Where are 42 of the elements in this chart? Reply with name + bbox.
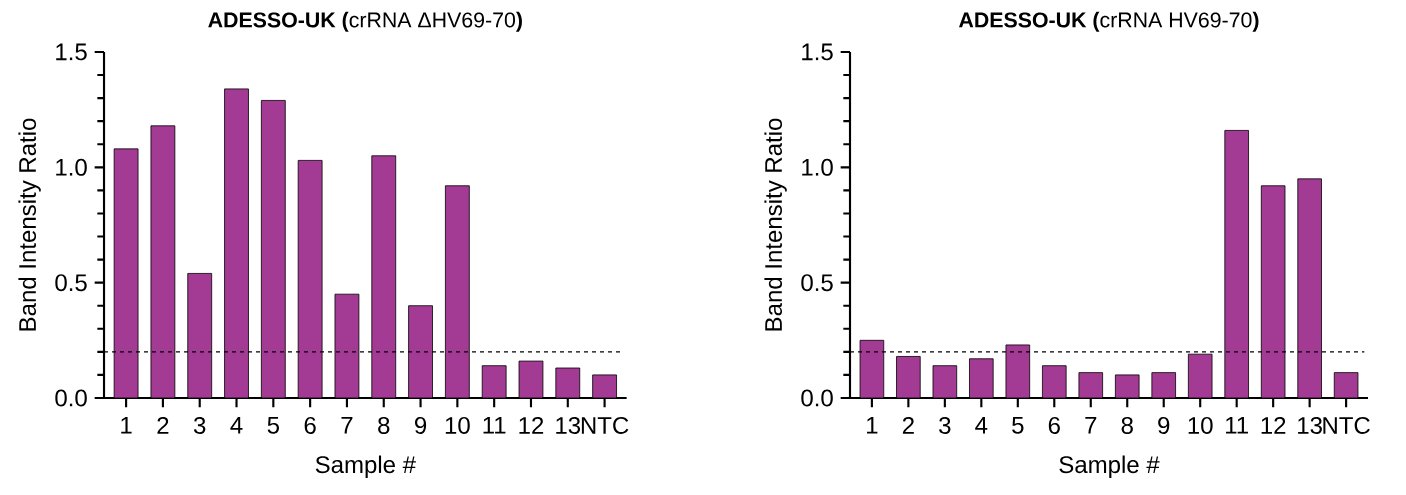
x-tick-label: 6 bbox=[1048, 416, 1060, 434]
x-tick-label: 4 bbox=[230, 416, 243, 434]
x-tick-label: 2 bbox=[157, 416, 169, 434]
x-tick-label: 2 bbox=[902, 416, 914, 434]
y-tick-label: 1.5 bbox=[56, 43, 87, 61]
x-tick-label: 1 bbox=[867, 416, 878, 434]
y-axis-title: Band Intensity Ratio bbox=[18, 118, 41, 331]
x-tick-label: 7 bbox=[341, 416, 353, 434]
chart-title: ADESSO-UK (crRNA ΔHV69-70) bbox=[208, 11, 522, 32]
x-tick-label: 13 bbox=[556, 416, 581, 434]
x-tick-label: 5 bbox=[1012, 416, 1024, 434]
y-tick-label: 1.0 bbox=[802, 158, 833, 176]
x-tick-label: 11 bbox=[483, 416, 506, 434]
x-tick-label: 10 bbox=[1188, 416, 1213, 434]
y-tick-label: 0.0 bbox=[801, 389, 833, 407]
x-tick-label: 3 bbox=[193, 416, 206, 434]
x-tick-label: 7 bbox=[1085, 416, 1097, 434]
x-tick-label: 1 bbox=[121, 416, 132, 434]
chart-title: ADESSO-UK (crRNA HV69-70) bbox=[958, 11, 1259, 32]
x-tick-label: 9 bbox=[415, 416, 427, 434]
x-tick-label: 10 bbox=[445, 416, 470, 434]
y-axis-title: Band Intensity Ratio bbox=[764, 118, 787, 331]
y-tick-label: 0.5 bbox=[801, 274, 833, 292]
y-tick-label: 0.5 bbox=[55, 274, 87, 292]
x-tick-label: 4 bbox=[975, 416, 988, 434]
x-axis-title: Sample # bbox=[315, 455, 416, 478]
y-tick-label: 1.0 bbox=[56, 158, 87, 176]
x-tick-label: 11 bbox=[1226, 416, 1248, 434]
y-tick-label: 1.5 bbox=[802, 43, 833, 61]
x-tick-label: 9 bbox=[1158, 416, 1170, 434]
x-tick-label: 13 bbox=[1298, 416, 1322, 434]
x-tick-label: 8 bbox=[1121, 416, 1133, 434]
x-tick-label: 6 bbox=[304, 416, 316, 434]
x-tick-label: NTC bbox=[581, 416, 629, 434]
x-tick-label: NTC bbox=[1323, 416, 1370, 434]
x-tick-label: 8 bbox=[378, 416, 390, 434]
x-tick-label: 12 bbox=[1261, 416, 1286, 434]
x-axis-title: Sample # bbox=[1059, 455, 1160, 478]
x-tick-label: 5 bbox=[267, 416, 279, 434]
x-tick-label: 3 bbox=[939, 416, 951, 434]
x-tick-label: 12 bbox=[519, 416, 544, 434]
y-tick-label: 0.0 bbox=[55, 389, 87, 407]
